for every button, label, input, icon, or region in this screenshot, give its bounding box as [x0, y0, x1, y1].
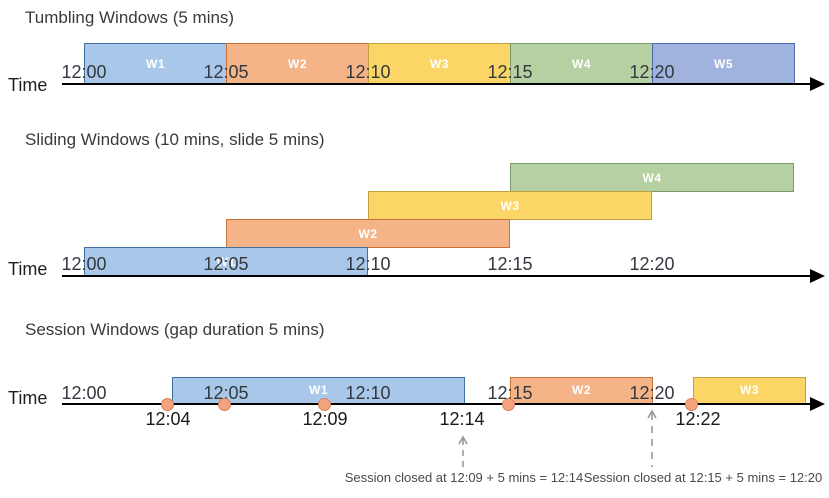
event-dot-1221 [685, 398, 698, 411]
sliding-window-w4: W4 [510, 163, 794, 192]
event-dot-1209 [318, 398, 331, 411]
tumbling-axis-arrow-icon [810, 77, 825, 91]
window-label: W1 [216, 254, 236, 269]
window-label: W2 [572, 383, 591, 397]
sliding-window-w1: W1 [84, 247, 368, 276]
sliding-tick-1220: 12:20 [629, 254, 675, 274]
sliding-tick-1215: 12:15 [487, 254, 533, 274]
sliding-axis-arrow-icon [810, 269, 825, 283]
session-axis-label: Time [8, 388, 48, 408]
window-label: W2 [288, 57, 307, 71]
tumbling-tick-1220: 12:20 [629, 62, 675, 82]
tumbling-tick-1200: 12:00 [61, 62, 107, 82]
tumbling-window-w4: W4 [510, 43, 653, 84]
sliding-window-w3: W3 [368, 191, 652, 220]
tumbling-title: Tumbling Windows (5 mins) [25, 8, 235, 27]
window-label: W4 [572, 57, 591, 71]
tumbling-axis-label: Time [8, 75, 48, 95]
session-window-w3: W3 [693, 377, 806, 404]
event-dot-1204 [161, 398, 174, 411]
session-label-1204: 12:04 [145, 409, 191, 429]
window-label: W1 [146, 57, 165, 71]
window-label: W1 [309, 383, 328, 397]
tumbling-time-axis [62, 83, 812, 85]
event-dot-1215 [502, 398, 515, 411]
tumbling-window-w5: W5 [652, 43, 795, 84]
session-axis-arrow-icon [810, 397, 825, 411]
tumbling-tick-1205: 12:05 [203, 62, 249, 82]
session-annotation-2: Session closed at 12:15 + 5 mins = 12:20 [583, 470, 823, 485]
session-tick-1210: 12:10 [345, 383, 391, 403]
session-tick-1220: 12:20 [629, 383, 675, 403]
session-time-axis [62, 403, 812, 405]
dashed-up-arrow-icon [646, 408, 658, 473]
window-label: W4 [642, 170, 662, 185]
sliding-tick-1200: 12:00 [61, 254, 107, 274]
window-label: W3 [740, 383, 759, 397]
session-tick-1205: 12:05 [203, 383, 249, 403]
session-tick-1200: 12:00 [61, 383, 107, 403]
session-tick-1215: 12:15 [487, 383, 533, 403]
sliding-tick-1205: 12:05 [203, 254, 249, 274]
session-annotation-1: Session closed at 12:09 + 5 mins = 12:14 [344, 470, 584, 485]
window-label: W2 [358, 226, 378, 241]
dashed-up-arrow-icon [457, 434, 469, 473]
sliding-window-w2: W2 [226, 219, 510, 248]
tumbling-tick-1210: 12:10 [345, 62, 391, 82]
session-label-1222: 12:22 [675, 409, 721, 429]
sliding-time-axis [62, 275, 812, 277]
tumbling-tick-1215: 12:15 [487, 62, 533, 82]
sliding-title: Sliding Windows (10 mins, slide 5 mins) [25, 130, 325, 149]
sliding-tick-1210: 12:10 [345, 254, 391, 274]
session-window-w2: W2 [510, 377, 653, 404]
window-label: W3 [500, 198, 520, 213]
window-label: W5 [714, 57, 733, 71]
session-label-1214: 12:14 [439, 409, 485, 429]
sliding-axis-label: Time [8, 259, 48, 279]
session-label-1209: 12:09 [302, 409, 348, 429]
session-title: Session Windows (gap duration 5 mins) [25, 320, 325, 339]
event-dot-1206 [218, 398, 231, 411]
window-label: W3 [430, 57, 449, 71]
